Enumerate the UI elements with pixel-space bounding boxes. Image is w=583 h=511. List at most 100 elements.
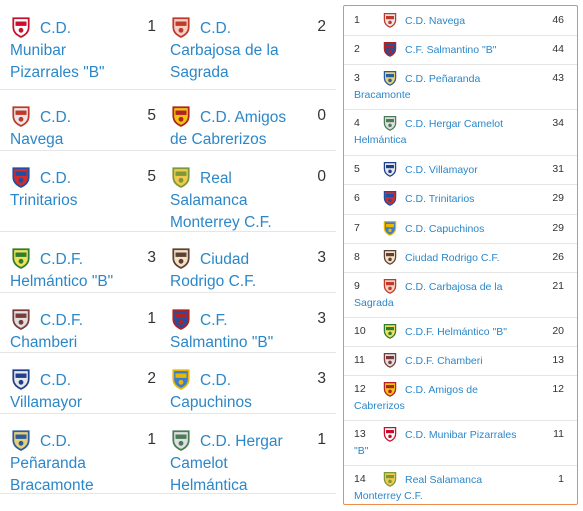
- position-number: 1: [354, 14, 360, 26]
- home-score: 1: [147, 431, 156, 448]
- standings-row: 7 C.D. Capuchinos 29: [344, 214, 577, 244]
- team-name-line: Pizarrales "B": [10, 64, 105, 81]
- points: 46: [552, 14, 564, 26]
- team-name-line: C.D. Amigos de: [405, 384, 478, 396]
- home-team-link[interactable]: C.D. Trinitarios: [10, 166, 152, 212]
- team-name-line: C.D.: [40, 20, 71, 37]
- standings-row: 10 C.D.F. Helmántico "B" 20: [344, 317, 577, 347]
- position-number: 6: [354, 192, 360, 204]
- match-row: C.D. Villamayor C.D. Capuchinos 2 3: [0, 352, 336, 414]
- standings-row: 14 Real Salamanca Monterrey C.F. 1: [344, 465, 577, 506]
- chamberi-crest-icon: [382, 352, 398, 368]
- away-team-link[interactable]: C.D. Hergar Camelot Helmántica: [170, 429, 300, 497]
- penaranda-crest-icon: [10, 429, 32, 451]
- away-team-link[interactable]: C.D. Amigos de Cabrerizos: [170, 105, 300, 151]
- team-name-line: Camelot: [170, 455, 228, 472]
- away-team-link[interactable]: C.D. Carbajosa de la Sagrada: [170, 16, 300, 84]
- standings-team-link[interactable]: C.D. Villamayor: [382, 161, 542, 178]
- points: 31: [552, 163, 564, 175]
- home-score: 5: [147, 168, 156, 185]
- home-score: 2: [147, 370, 156, 387]
- standings-team-link[interactable]: C.D. Navega: [382, 12, 542, 29]
- team-name-line: C.D. Carbajosa de la: [405, 281, 503, 293]
- team-name-line: C.D. Trinitarios: [405, 193, 475, 205]
- team-name-line: C.D. Peñaranda: [405, 73, 481, 85]
- home-team-link[interactable]: C.D. Munibar Pizarrales "B": [10, 16, 152, 84]
- position-number: 13: [354, 428, 366, 440]
- navega-crest-icon: [10, 105, 32, 127]
- team-name-line: Capuchinos: [170, 394, 252, 411]
- villamayor-crest-icon: [382, 161, 398, 177]
- team-name-line: Ciudad Rodrigo C.F.: [405, 252, 500, 264]
- team-name-line: C.D. Hergar Camelot: [405, 118, 504, 130]
- position-number: 10: [354, 325, 366, 337]
- team-name-line: Munibar: [10, 42, 66, 59]
- match-row: C.D. Trinitarios Real Salamanca Monterrey C…: [0, 150, 336, 232]
- team-name-line: C.D. Navega: [405, 15, 466, 27]
- standings-team-link[interactable]: C.D. Trinitarios: [382, 190, 542, 207]
- points: 11: [553, 428, 564, 440]
- team-name-line: Helmántica: [170, 477, 248, 494]
- position-number: 8: [354, 251, 360, 263]
- team-name-line: "B": [354, 445, 369, 457]
- points: 12: [552, 383, 564, 395]
- home-team-link[interactable]: C.D. Navega: [10, 105, 152, 151]
- standings-team-link[interactable]: C.D. Capuchinos: [382, 220, 542, 237]
- team-name-line: C.F.: [200, 312, 228, 329]
- home-team-link[interactable]: C.D. Peñaranda Bracamonte: [10, 429, 152, 497]
- standings-team-link[interactable]: Ciudad Rodrigo C.F.: [382, 249, 542, 266]
- trinitarios-crest-icon: [10, 166, 32, 188]
- standings-team-link[interactable]: C.D. Hergar Camelot Helmántica: [354, 115, 542, 148]
- away-score: 3: [317, 310, 326, 327]
- points: 1: [558, 473, 564, 485]
- home-score: 3: [147, 249, 156, 266]
- away-score: 0: [317, 168, 326, 185]
- team-name-line: C.D. Capuchinos: [405, 223, 485, 235]
- team-name-line: Sagrada: [170, 64, 229, 81]
- hergar-crest-icon: [170, 429, 192, 451]
- helmantico-crest-icon: [10, 247, 32, 269]
- away-score: 3: [317, 370, 326, 387]
- points: 29: [552, 192, 564, 204]
- home-team-link[interactable]: C.D.F. Helmántico "B": [10, 247, 152, 293]
- standings-team-link[interactable]: C.D. Carbajosa de la Sagrada: [354, 278, 542, 311]
- standings-team-link[interactable]: C.D. Amigos de Cabrerizos: [354, 381, 542, 414]
- standings-row: 3 C.D. Peñaranda Bracamonte 43: [344, 64, 577, 110]
- carbajosa-crest-icon: [382, 278, 398, 294]
- position-number: 14: [354, 473, 366, 485]
- points: 26: [552, 251, 564, 263]
- away-team-link[interactable]: C.D. Capuchinos: [170, 368, 300, 414]
- team-name-line: Bracamonte: [354, 89, 411, 101]
- standings-team-link[interactable]: C.F. Salmantino "B": [382, 41, 542, 58]
- team-name-line: C.D. Amigos: [200, 109, 287, 126]
- match-row: C.D. Munibar Pizarrales "B" C.D. Carbajosa …: [0, 0, 336, 90]
- away-score: 3: [317, 249, 326, 266]
- standings-team-link[interactable]: C.D.F. Helmántico "B": [382, 323, 542, 340]
- munibar-crest-icon: [10, 16, 32, 38]
- amigos-crest-icon: [382, 381, 398, 397]
- home-team-link[interactable]: C.D. Villamayor: [10, 368, 152, 414]
- team-name-line: Carbajosa de la: [170, 42, 279, 59]
- away-team-link[interactable]: Real Salamanca Monterrey C.F.: [170, 166, 300, 234]
- standings-team-link[interactable]: Real Salamanca Monterrey C.F.: [354, 471, 542, 504]
- villamayor-crest-icon: [10, 368, 32, 390]
- standings-team-link[interactable]: C.D.F. Chamberi: [382, 352, 542, 369]
- standings-row: 12 C.D. Amigos de Cabrerizos 12: [344, 375, 577, 421]
- points: 13: [552, 354, 564, 366]
- standings-team-link[interactable]: C.D. Peñaranda Bracamonte: [354, 70, 542, 103]
- standings-team-link[interactable]: C.D. Munibar Pizarrales "B": [354, 426, 542, 459]
- team-name-line: C.D. Munibar Pizarrales: [405, 429, 517, 441]
- team-name-line: Peñaranda: [10, 455, 86, 472]
- team-name-line: Sagrada: [354, 297, 394, 309]
- home-team-link[interactable]: C.D.F. Chamberi: [10, 308, 152, 354]
- away-team-link[interactable]: C.F. Salmantino "B": [170, 308, 300, 354]
- ciudad-rodrigo-crest-icon: [382, 249, 398, 265]
- away-team-link[interactable]: Ciudad Rodrigo C.F.: [170, 247, 300, 293]
- navega-crest-icon: [382, 12, 398, 28]
- standings-row: 5 C.D. Villamayor 31: [344, 155, 577, 185]
- team-name-line: C.D.: [40, 372, 71, 389]
- match-row: C.D.F. Helmántico "B" Ciudad Rodrigo C.F. 3…: [0, 231, 336, 293]
- position-number: 11: [354, 354, 365, 366]
- team-name-line: C.D.F. Helmántico "B": [405, 326, 507, 338]
- team-name-line: Real Salamanca: [405, 474, 483, 486]
